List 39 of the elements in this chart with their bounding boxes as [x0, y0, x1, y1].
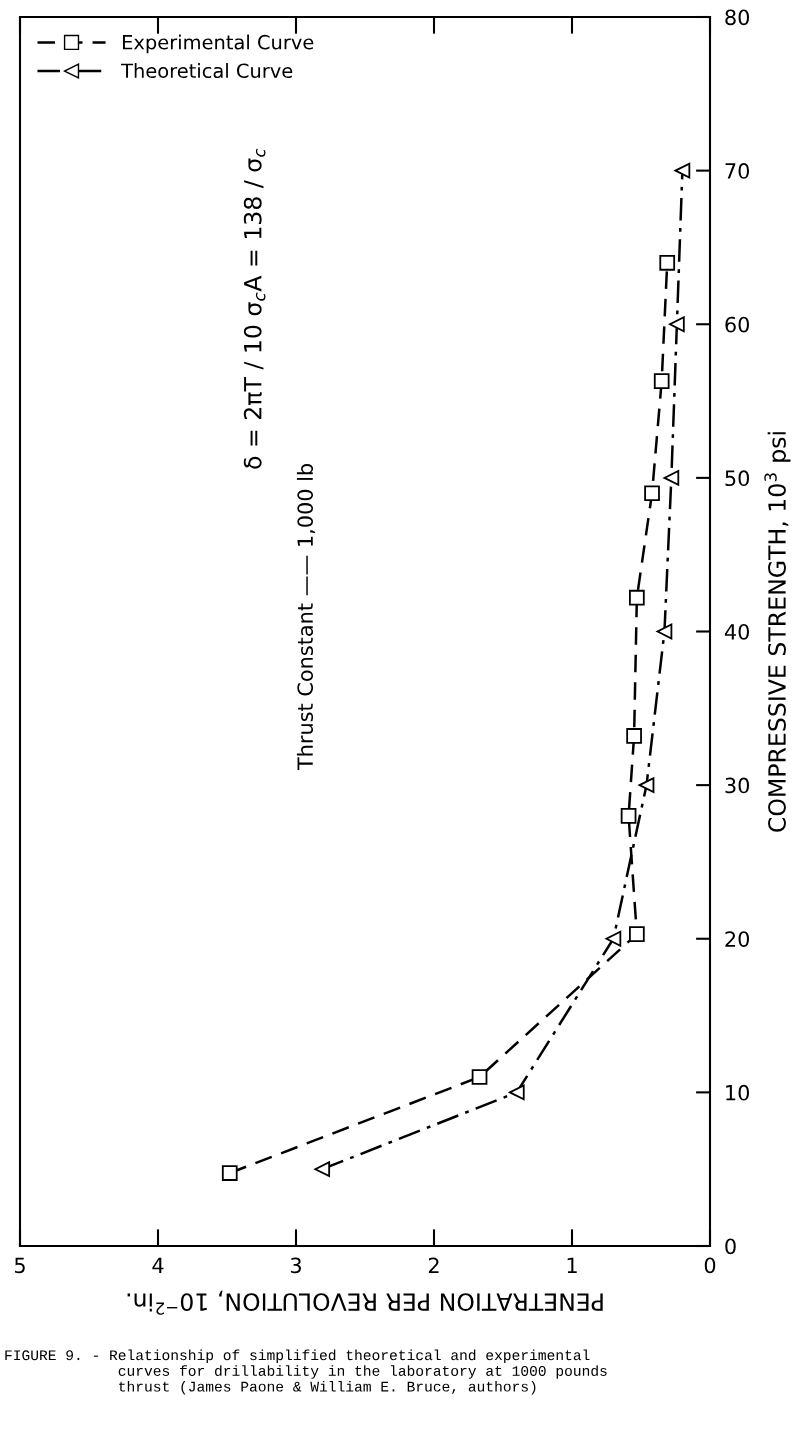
point — [644, 485, 660, 502]
point — [659, 254, 676, 271]
x-axis-title: PENETRATION PER REVOLUTION, 10$^{−2}$in. — [127, 1290, 603, 1315]
point — [674, 162, 691, 179]
y-tick-label: 0 — [725, 1238, 736, 1255]
y-tick-label: 30 — [725, 777, 750, 794]
y-tick-label: 40 — [724, 623, 750, 640]
y-tick-label: 10 — [726, 1084, 750, 1101]
x-tick-label: 1 — [567, 1257, 577, 1273]
point — [508, 1084, 525, 1101]
x-tick-label: 4 — [152, 1257, 164, 1273]
y-tick-label: 20 — [725, 931, 750, 947]
annotation: Thrust Constant —— 1,000 lb — [296, 463, 316, 771]
x-tick-label: 0 — [704, 1257, 716, 1274]
point — [629, 589, 645, 606]
x-tick-label: 2 — [428, 1257, 439, 1273]
point — [656, 623, 673, 640]
caption: FIGURE 9. - Relationship of simplified theoretical and experimental curves for drillability in the laboratory at 1000 pounds thrust (James Paone & William E. Bruce, authors) — [5, 1349, 607, 1395]
y-tick-label: 60 — [725, 316, 750, 333]
point — [663, 470, 680, 486]
y-tick-label: 80 — [725, 9, 750, 26]
point — [653, 373, 670, 389]
annotation: δ = 2πT / 10 σ$_{c}$A = 138 / σ$_{c}$ — [243, 148, 266, 469]
point — [471, 1069, 488, 1085]
legend-label: Theoretical Curve — [121, 63, 293, 79]
point — [626, 728, 642, 744]
x-tick-label: 3 — [290, 1257, 301, 1274]
point — [638, 777, 655, 793]
point — [669, 316, 685, 333]
point — [629, 926, 645, 942]
point — [314, 1161, 331, 1178]
legend-label: Experimental Curve — [123, 34, 314, 54]
point — [620, 808, 637, 824]
y-axis-title: COMPRESSIVE STRENGTH, 10$^{3}$ psi — [764, 432, 791, 832]
point — [605, 930, 622, 947]
x-tick-label: 5 — [14, 1257, 25, 1274]
y-tick-label: 50 — [725, 470, 750, 487]
point — [221, 1165, 238, 1181]
y-tick-label: 70 — [725, 163, 750, 179]
